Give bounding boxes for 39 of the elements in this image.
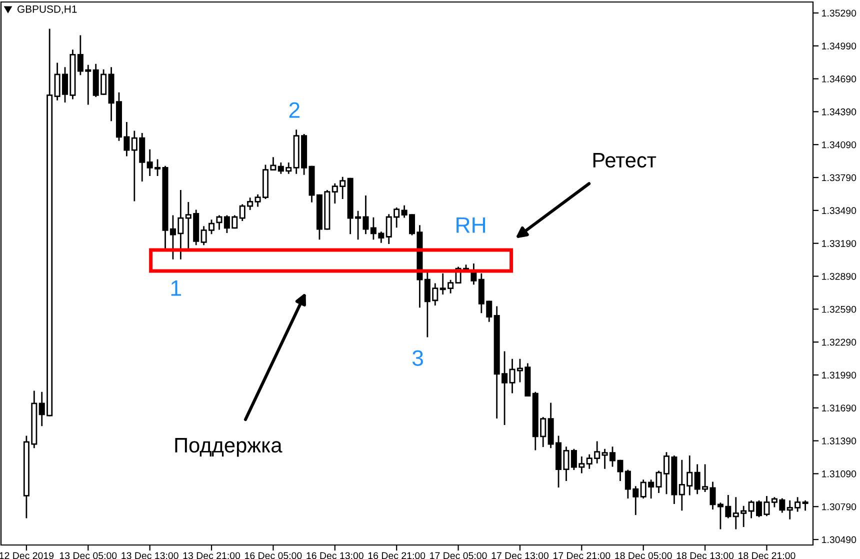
candlestick xyxy=(216,215,222,230)
x-tick-label: 17 Dec 05:00 xyxy=(430,552,487,559)
y-tick-label: 1.31990 xyxy=(822,372,856,379)
y-tick-label: 1.32590 xyxy=(822,306,856,313)
x-tick-label: 16 Dec 05:00 xyxy=(245,552,302,559)
y-tick-label: 1.34990 xyxy=(822,42,856,50)
x-tick-label: 13 Dec 13:00 xyxy=(122,552,178,559)
y-tick-label: 1.33190 xyxy=(822,240,856,247)
y-tick-label: 1.30790 xyxy=(822,503,856,510)
x-tick-label: 13 Dec 21:00 xyxy=(183,552,240,559)
annotation: 3 xyxy=(412,350,423,366)
x-tick-label: 18 Dec 21:00 xyxy=(738,552,796,559)
y-tick-label: 1.31690 xyxy=(822,404,856,412)
y-tick-label: 1.32890 xyxy=(822,272,856,280)
x-tick-label: 18 Dec 05:00 xyxy=(615,552,672,559)
y-tick-label: 1.30490 xyxy=(822,536,856,544)
x-tick-label: 16 Dec 21:00 xyxy=(368,552,426,559)
annotation: Ретест xyxy=(593,153,656,168)
annotation: Поддержка xyxy=(175,438,282,457)
chart-title: GBPUSD,H1 xyxy=(18,5,77,14)
annotation: RH xyxy=(456,217,486,233)
annotation: 2 xyxy=(289,102,300,118)
x-tick-label: 12 Dec 2019 xyxy=(0,552,54,559)
y-tick-label: 1.33490 xyxy=(822,207,856,214)
x-tick-label: 17 Dec 21:00 xyxy=(553,552,610,559)
y-tick-label: 1.34690 xyxy=(822,76,856,82)
candlestick xyxy=(802,500,808,511)
y-tick-label: 1.31390 xyxy=(822,438,856,444)
y-tick-label: 1.35290 xyxy=(822,10,856,17)
y-tick-label: 1.32290 xyxy=(822,338,856,346)
x-tick-label: 13 Dec 05:00 xyxy=(60,552,117,559)
x-tick-label: 18 Dec 13:00 xyxy=(676,552,734,559)
y-tick-label: 1.34390 xyxy=(822,108,856,116)
x-tick-label: 16 Dec 13:00 xyxy=(306,552,364,559)
annotation: 1 xyxy=(171,280,181,296)
x-tick-label: 17 Dec 13:00 xyxy=(492,552,549,559)
y-tick-label: 1.34090 xyxy=(822,141,856,148)
y-tick-label: 1.33790 xyxy=(822,174,856,182)
y-tick-label: 1.31090 xyxy=(822,470,856,478)
